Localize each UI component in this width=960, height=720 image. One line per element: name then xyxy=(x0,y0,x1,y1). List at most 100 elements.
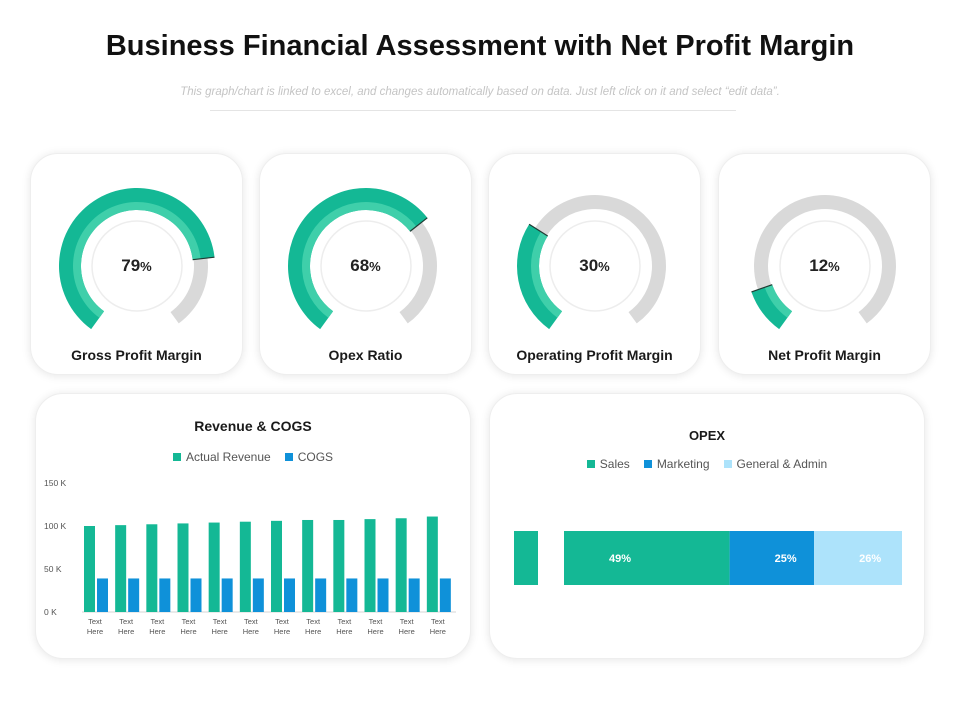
gauge-unit: % xyxy=(598,259,610,274)
bar-cogs xyxy=(439,578,451,612)
gauge-value-arc xyxy=(751,284,793,330)
gauge-divider xyxy=(409,217,428,232)
chart-title: Revenue & COGS xyxy=(194,418,312,434)
legend-item-marketing: Marketing xyxy=(643,457,710,471)
bar-cogs xyxy=(346,578,358,612)
opex-segment xyxy=(729,531,815,585)
opex-leading-segment xyxy=(514,531,538,585)
gauge-chart xyxy=(517,195,666,330)
gauge-label: Gross Profit Margin xyxy=(71,347,202,363)
legend-item-cogs: COGS xyxy=(284,450,334,464)
gauge-number: 30 xyxy=(579,256,599,275)
chart-legend: Sales Marketing General & Admin xyxy=(490,457,924,471)
x-tick-label: Text Here xyxy=(149,617,165,636)
opex-segment xyxy=(814,531,902,585)
x-tick-label: Text Here xyxy=(399,617,415,636)
x-tick-label: Text Here xyxy=(336,617,352,636)
gauge-card-operating-profit-margin: 30% Operating Profit Margin xyxy=(488,153,701,375)
gauge-value: 68% xyxy=(260,256,471,276)
x-tick-label: Text Here xyxy=(212,617,228,636)
opex-segment-label: 25% xyxy=(775,553,797,565)
legend-label: General & Admin xyxy=(736,457,828,471)
opex-stacked-bar-chart: 49% 25% 26% xyxy=(514,531,902,585)
x-tick-label: Text Here xyxy=(180,617,196,636)
gauge-divider xyxy=(192,256,215,261)
gauge-card-gross-profit-margin: 79% Gross Profit Margin xyxy=(30,153,243,375)
bar-cogs xyxy=(159,578,171,612)
page-subtitle: This graph/chart is linked to excel, and… xyxy=(180,86,780,98)
page-title: Business Financial Assessment with Net P… xyxy=(105,30,855,62)
opex-segment-label: 26% xyxy=(859,553,881,565)
revenue-cogs-card: Revenue & COGS Actual Revenue COGS 0 K 50… xyxy=(35,393,471,659)
gauge-unit: % xyxy=(828,259,840,274)
y-tick-label: 100 K xyxy=(44,521,67,531)
legend-swatch xyxy=(643,460,652,468)
legend-swatch xyxy=(284,453,293,461)
y-tick-label: 150 K xyxy=(44,478,67,488)
x-tick-label: Text Here xyxy=(430,617,446,636)
legend-item-general-admin: General & Admin xyxy=(723,457,828,471)
bar-actual-revenue xyxy=(208,522,220,612)
gauge-unit: % xyxy=(369,259,381,274)
legend-item-actual-revenue: Actual Revenue xyxy=(172,450,271,464)
gauge-center xyxy=(320,220,412,312)
gauge-center xyxy=(91,220,183,312)
bar-cogs xyxy=(252,578,264,612)
chart-legend: Actual Revenue COGS xyxy=(36,450,470,464)
bar-cogs xyxy=(128,578,140,612)
gauge-chart xyxy=(751,195,896,330)
chart-title: OPEX xyxy=(688,428,726,443)
gauge-card-net-profit-margin: 12% Net Profit Margin xyxy=(718,153,931,375)
bar-actual-revenue xyxy=(239,521,251,612)
gauge-remaining-arc xyxy=(170,257,208,324)
gauge-value-inner-band xyxy=(531,231,563,318)
bar-actual-revenue xyxy=(146,524,158,612)
revenue-cogs-bar-chart: 0 K 50 K 100 K 150 K Text Here Text Here Text Her… xyxy=(44,478,456,636)
gauge-number: 12 xyxy=(809,256,829,275)
gauge-remaining-arc xyxy=(399,222,437,324)
bar-actual-revenue xyxy=(395,518,407,612)
bar-cogs xyxy=(377,578,389,612)
x-tick-label: Text Here xyxy=(305,617,321,636)
bar-actual-revenue xyxy=(364,519,376,612)
bar-cogs xyxy=(284,578,295,612)
gauge-chart xyxy=(288,188,437,330)
gauge-chart xyxy=(58,188,215,330)
bar-actual-revenue xyxy=(302,519,314,612)
bar-actual-revenue xyxy=(271,520,282,612)
bar-cogs xyxy=(221,578,233,612)
gauge-center xyxy=(549,220,641,312)
bar-cogs xyxy=(408,578,420,612)
gauge-number: 79 xyxy=(121,256,141,275)
legend-label: COGS xyxy=(297,450,334,464)
gauge-card-opex-ratio: 68% Opex Ratio xyxy=(259,153,472,375)
gauge-value: 12% xyxy=(719,256,930,276)
x-tick-label: Text Here xyxy=(243,617,259,636)
legend-swatch xyxy=(172,453,181,461)
bar-actual-revenue xyxy=(426,516,438,612)
gauge-label: Opex Ratio xyxy=(328,347,403,363)
bar-actual-revenue xyxy=(115,525,127,612)
legend-label: Actual Revenue xyxy=(185,450,271,464)
gauge-value: 30% xyxy=(489,256,700,276)
legend-swatch xyxy=(586,460,595,468)
bar-actual-revenue xyxy=(333,519,345,612)
bar-cogs xyxy=(97,578,108,612)
bar-actual-revenue xyxy=(177,523,189,612)
x-tick-label: Text Here xyxy=(274,617,290,636)
bar-cogs xyxy=(190,578,202,612)
gauge-label: Net Profit Margin xyxy=(768,347,881,363)
gauge-value: 79% xyxy=(31,256,242,276)
gauge-unit: % xyxy=(140,259,152,274)
bar-actual-revenue xyxy=(84,526,95,612)
x-tick-label: Text Here xyxy=(118,617,134,636)
gauge-center xyxy=(779,220,871,312)
bar-cogs xyxy=(315,578,327,612)
opex-segment-label: 49% xyxy=(609,553,631,565)
gauge-divider xyxy=(751,284,773,293)
y-tick-label: 0 K xyxy=(44,607,57,617)
gauge-value-inner-band xyxy=(764,284,793,318)
y-tick-label: 50 K xyxy=(44,564,62,574)
gauge-divider xyxy=(528,223,549,237)
gauge-label: Operating Profit Margin xyxy=(516,347,673,363)
